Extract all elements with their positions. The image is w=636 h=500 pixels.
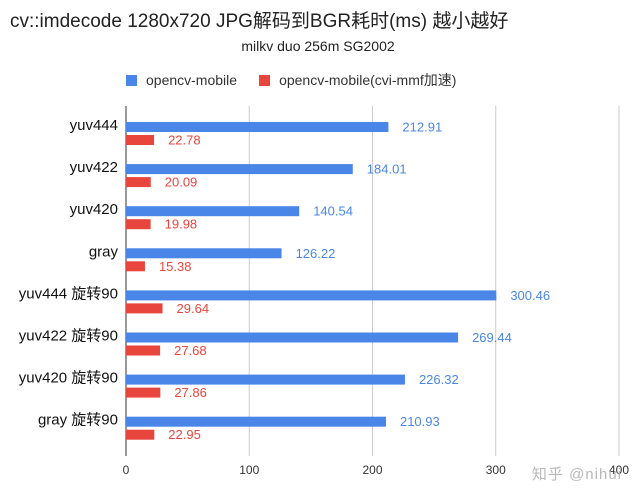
legend: opencv-mobile opencv-mobile(cvi-mmf加速)	[126, 70, 478, 90]
value-label-opencv-mobile: 184.01	[367, 162, 407, 177]
value-label-opencv-mobile-cvi-mmf: 20.09	[165, 175, 198, 190]
category-label: yuv420 旋转90	[19, 370, 118, 387]
x-tick-label: 200	[362, 463, 382, 477]
chart-subtitle: milkv duo 256m SG2002	[241, 38, 395, 54]
category-label: gray	[89, 243, 119, 260]
legend-item-opencv-mobile: opencv-mobile	[126, 72, 237, 88]
bar-opencv-mobile-cvi-mmf	[126, 177, 151, 188]
bar-opencv-mobile	[126, 248, 282, 259]
category-label: yuv444 旋转90	[19, 285, 118, 302]
category-label: yuv420	[70, 201, 118, 218]
bar-opencv-mobile	[126, 332, 459, 343]
legend-label-opencv-mobile-cvi-mmf: opencv-mobile(cvi-mmf加速)	[279, 72, 457, 88]
bar-opencv-mobile	[126, 290, 497, 301]
value-label-opencv-mobile: 300.46	[510, 288, 550, 303]
bar-opencv-mobile-cvi-mmf	[126, 345, 161, 356]
value-label-opencv-mobile: 212.91	[402, 120, 442, 135]
bar-opencv-mobile-cvi-mmf	[126, 219, 151, 230]
value-label-opencv-mobile-cvi-mmf: 15.38	[159, 259, 192, 274]
bar-opencv-mobile-cvi-mmf	[126, 429, 155, 440]
bar-opencv-mobile	[126, 122, 389, 132]
chart-title: cv::imdecode 1280x720 JPG解码到BGR耗时(ms) 越小…	[10, 11, 509, 32]
category-label: yuv422 旋转90	[19, 328, 118, 345]
x-tick-label: 100	[239, 463, 259, 477]
x-tick-label: 0	[123, 463, 130, 477]
value-label-opencv-mobile-cvi-mmf: 29.64	[177, 301, 210, 316]
value-label-opencv-mobile: 210.93	[400, 414, 440, 429]
value-label-opencv-mobile: 226.32	[419, 372, 459, 387]
bar-opencv-mobile-cvi-mmf	[126, 387, 161, 398]
legend-swatch-opencv-mobile-cvi-mmf	[259, 74, 271, 86]
category-label: yuv444	[70, 117, 118, 134]
bar-opencv-mobile	[126, 164, 353, 175]
bar-opencv-mobile-cvi-mmf	[126, 261, 145, 272]
bar-opencv-mobile-cvi-mmf	[126, 303, 163, 314]
value-label-opencv-mobile-cvi-mmf: 22.78	[168, 133, 201, 148]
value-label-opencv-mobile-cvi-mmf: 27.86	[174, 385, 207, 400]
value-label-opencv-mobile-cvi-mmf: 22.95	[168, 427, 201, 442]
bar-opencv-mobile-cvi-mmf	[126, 135, 155, 145]
value-label-opencv-mobile-cvi-mmf: 27.68	[174, 343, 207, 358]
x-tick-label: 400	[609, 463, 629, 477]
value-label-opencv-mobile: 126.22	[296, 246, 336, 261]
category-label: yuv422	[70, 159, 118, 176]
value-label-opencv-mobile: 269.44	[472, 330, 512, 345]
bar-opencv-mobile	[126, 416, 386, 427]
value-label-opencv-mobile-cvi-mmf: 19.98	[165, 217, 198, 232]
watermark: 知乎 @nihui	[531, 466, 622, 483]
x-tick-label: 300	[486, 463, 506, 477]
value-label-opencv-mobile: 140.54	[313, 204, 353, 219]
bar-opencv-mobile	[126, 206, 300, 217]
legend-swatch-opencv-mobile	[126, 74, 137, 86]
bar-opencv-mobile	[126, 374, 405, 385]
legend-label-opencv-mobile: opencv-mobile	[146, 72, 238, 88]
legend-item-opencv-mobile-cvi-mmf: opencv-mobile(cvi-mmf加速)	[259, 70, 456, 90]
category-label: gray 旋转90	[38, 412, 118, 429]
